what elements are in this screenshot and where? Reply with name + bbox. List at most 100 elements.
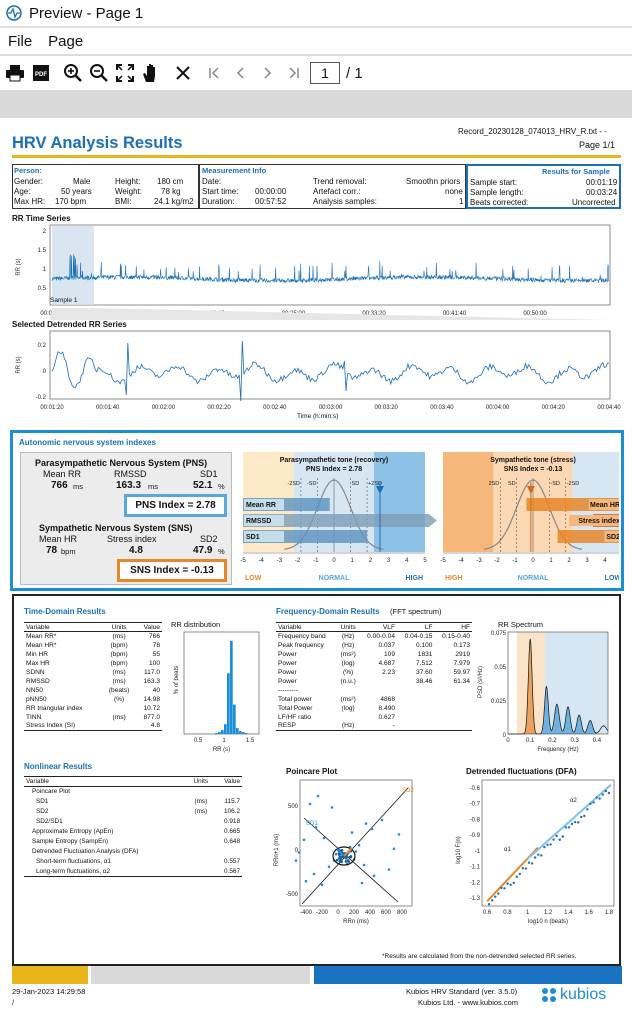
first-page-button[interactable] [204, 62, 226, 84]
histogram-bar [239, 731, 242, 734]
dfa-point [503, 887, 506, 890]
sd-label: -SD [550, 481, 560, 487]
spectrum-xtick: 0.3 [570, 738, 579, 744]
pns-bar-label: Mean RR [246, 502, 276, 509]
print-button[interactable] [4, 62, 26, 84]
alpha1-label: α1 [504, 847, 511, 853]
table-cell: 78 [152, 641, 160, 649]
dfa-point [540, 854, 543, 857]
poincare-plot: SD2 SD1 -400 -200 0 200 400 600 800 500 0 -500 RRn (… [274, 779, 414, 925]
table-cell: Total Power [278, 704, 313, 712]
previous-page-button[interactable] [230, 62, 252, 84]
zoom-out-button[interactable] [88, 62, 110, 84]
weight-value: 78 kg [161, 187, 181, 196]
high-band [374, 452, 425, 552]
window-titlebar: Preview - Page 1 [0, 0, 632, 26]
menu-page[interactable]: Page [48, 32, 84, 50]
pns-sd1-unit: % [218, 482, 225, 491]
poincare-xtick: 200 [349, 910, 360, 916]
gauge-tick: 1 [549, 558, 553, 564]
poincare-point [362, 863, 366, 867]
table-cell [188, 787, 214, 797]
poincare-point [322, 836, 326, 840]
gauge-tick: 4 [603, 558, 607, 564]
rr-distribution-title: RR distribution [171, 620, 221, 629]
table-cell [188, 817, 214, 827]
spectrum-ytick: 0.075 [491, 631, 507, 637]
table-cell: 0.15-0.40 [442, 632, 470, 640]
time-domain-row: NN50 (beats) 40 [24, 686, 162, 695]
table-header-row: Variable Units VLF LF HF [276, 622, 472, 632]
table-cell: (ms²) [340, 650, 356, 658]
detrended-xtick: 00:03:00 [319, 405, 343, 411]
pns-title: Parasympathetic Nervous System (PNS) [35, 458, 208, 468]
sd-label: SD [508, 481, 516, 487]
time-domain-row: Stress Index (SI) 4.8 [24, 722, 162, 731]
alpha2-label: α2 [570, 798, 577, 804]
table-cell: (ms²) [340, 695, 356, 703]
poincare-point [316, 794, 320, 798]
gauge-high-label: HIGH [406, 575, 424, 582]
zoom-in-button[interactable] [62, 62, 84, 84]
table-cell: 0.04-0.15 [404, 632, 433, 640]
pns-rmssd-unit: ms [148, 482, 158, 491]
dfa-point [586, 808, 589, 811]
dfa-point [546, 843, 549, 847]
close-button[interactable] [172, 62, 194, 84]
person-box: Person: Gender: Male Age: 50 years Max H… [12, 164, 199, 209]
table-cell [188, 867, 214, 877]
last-page-button[interactable] [282, 62, 304, 84]
table-cell: (%) [113, 695, 125, 703]
poincare-point [304, 879, 308, 883]
table-cell: 59.97 [453, 668, 470, 676]
sns-title: Sympathetic Nervous System (SNS) [39, 523, 193, 533]
poincare-point [357, 843, 361, 847]
page-number-input[interactable]: 1 [310, 62, 340, 84]
menu-file[interactable]: File [8, 32, 33, 50]
table-cell: 163.3 [143, 677, 160, 685]
spectrum-xtick: 0.1 [526, 738, 535, 744]
gauge-subtitle: SNS Index = -0.13 [504, 466, 563, 473]
beats-label: Beats corrected: [470, 198, 529, 207]
dfa-point [567, 826, 571, 829]
table-cell [103, 722, 135, 731]
time-domain-row: pNN50 (%) 14.98 [24, 695, 162, 704]
time-domain-table: Variable Units Value Mean RR* (ms) 766 Mean HR… [24, 622, 162, 731]
table-cell: 2919 [455, 650, 470, 658]
weight-label: Weight: [115, 187, 142, 196]
table-cell: (ms) [112, 632, 126, 640]
gauge-tick: 2 [369, 558, 373, 564]
pan-button[interactable] [140, 62, 162, 84]
pns-index-box: PNS Index = 2.78 [124, 494, 227, 517]
sample-title: Results for Sample [542, 167, 610, 176]
poincare-point [302, 838, 306, 842]
artefact-value: none [445, 187, 463, 196]
chevron-left-icon [236, 67, 244, 79]
nonlinear-table: Variable Units Value Poincare Plot SD1 (ms) 11… [24, 776, 242, 877]
table-cell: (Hz) [341, 632, 355, 640]
sns-sd2-unit: % [218, 547, 225, 556]
spectrum-xlabel: Frequency (Hz) [537, 747, 578, 753]
detrended-xtick: 00:01:20 [40, 405, 64, 411]
next-page-button[interactable] [256, 62, 278, 84]
poincare-xlabel: RRn (ms) [343, 919, 369, 925]
histogram-frame [183, 631, 260, 735]
gauge-low-label: LOW [245, 575, 262, 582]
poincare-point [350, 831, 354, 834]
footer-bar-blue [314, 966, 622, 984]
dfa-xtick: 1.8 [605, 910, 614, 916]
poincare-point [327, 865, 331, 869]
sns-index-box: SNS Index = -0.13 [117, 559, 227, 582]
fit-page-button[interactable] [114, 62, 136, 84]
app-icon [6, 5, 22, 21]
sample-length-value: 00:03:24 [586, 188, 618, 197]
sample-selection-region[interactable] [52, 226, 94, 305]
dfa-point [524, 867, 528, 870]
histogram-bar [236, 728, 239, 734]
dfa-point [521, 867, 525, 870]
measurement-title: Measurement Info [202, 166, 267, 175]
pdf-button[interactable]: PDF [30, 62, 52, 84]
spectrum-xtick: 0.4 [593, 738, 602, 744]
table-cell: 55 [152, 650, 160, 658]
freq-domain-row: LF/HF ratio 0.627 [276, 713, 472, 722]
